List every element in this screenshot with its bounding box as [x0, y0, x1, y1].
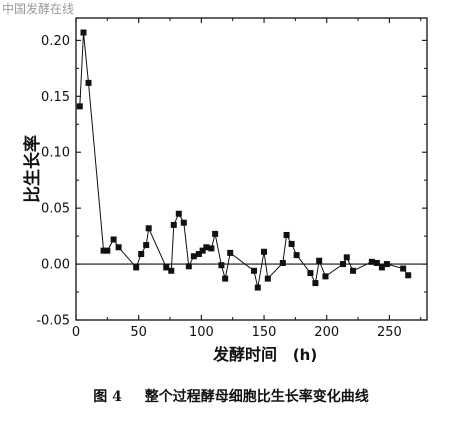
- data-point: [312, 280, 319, 287]
- data-point: [133, 264, 140, 271]
- series-layer: [76, 29, 412, 291]
- data-point: [279, 259, 286, 266]
- data-point: [373, 259, 380, 266]
- data-point: [227, 249, 234, 256]
- data-point: [199, 247, 206, 254]
- data-point: [343, 254, 350, 261]
- x-tick-label: 50: [130, 325, 147, 340]
- data-point: [378, 264, 385, 271]
- data-point: [195, 251, 202, 258]
- data-point: [138, 251, 145, 258]
- data-point: [143, 242, 150, 249]
- data-point: [222, 275, 229, 282]
- x-tick-label: 0: [72, 325, 80, 340]
- watermark-text: 中国发酵在线: [2, 2, 75, 16]
- data-point: [340, 261, 347, 268]
- labels-layer: 0 50 100 150 200 250 -0.05 0.00 0.05 0.10 0.15 0.20…: [22, 34, 402, 364]
- y-axis-label: 比生长率: [22, 135, 43, 203]
- figure-caption-text: 整个过程酵母细胞比生长率变化曲线: [144, 389, 369, 405]
- data-point: [145, 225, 152, 232]
- x-axis-label: 发酵时间: [212, 345, 277, 364]
- data-point: [208, 245, 215, 252]
- data-point: [264, 275, 271, 282]
- data-point: [293, 252, 300, 259]
- data-point: [100, 247, 107, 254]
- x-tick-label: 250: [377, 325, 402, 340]
- data-point: [190, 253, 197, 260]
- y-tick-label: 0.20: [41, 34, 70, 49]
- y-tick-label: 0.00: [41, 258, 70, 273]
- data-point: [251, 267, 258, 274]
- data-point: [254, 284, 261, 291]
- data-point: [76, 103, 83, 110]
- data-point: [283, 231, 290, 238]
- data-point: [383, 261, 390, 268]
- data-point: [168, 267, 175, 274]
- data-point: [170, 221, 177, 228]
- x-tick-label: 200: [314, 325, 339, 340]
- specific-growth-rate-chart: 0 50 100 150 200 250 -0.05 0.00 0.05 0.10 0.15 0.20…: [22, 17, 428, 364]
- data-point: [203, 244, 210, 251]
- y-tick-label: 0.05: [41, 202, 70, 217]
- x-tick-label: 150: [252, 325, 277, 340]
- data-point: [85, 79, 92, 86]
- data-point: [185, 263, 192, 270]
- x-axis-unit: (h): [293, 346, 317, 364]
- data-point: [110, 236, 117, 243]
- data-point: [288, 240, 295, 247]
- data-point: [175, 210, 182, 217]
- data-point: [80, 29, 87, 36]
- data-point: [180, 219, 187, 226]
- data-point: [322, 273, 329, 280]
- data-point: [368, 258, 375, 265]
- data-point: [104, 247, 111, 254]
- plot-frame: [75, 17, 428, 321]
- figure-number: 图 4: [93, 389, 122, 405]
- y-tick-label: -0.05: [36, 314, 70, 329]
- data-point: [218, 262, 225, 269]
- data-point: [350, 267, 357, 274]
- data-point: [163, 264, 170, 271]
- x-tick-label: 100: [189, 325, 214, 340]
- series-line: [79, 32, 409, 288]
- data-point: [261, 248, 268, 255]
- data-point: [307, 270, 314, 277]
- data-point: [405, 272, 412, 279]
- data-point: [400, 265, 407, 272]
- ticks-layer: [75, 18, 427, 321]
- y-tick-label: 0.10: [41, 146, 70, 161]
- y-tick-label: 0.15: [41, 90, 70, 105]
- data-point: [115, 244, 122, 251]
- data-point: [212, 230, 219, 237]
- axes-layer: [75, 17, 428, 321]
- data-point: [316, 257, 323, 264]
- figure-caption: 图 4 整个过程酵母细胞比生长率变化曲线: [0, 386, 462, 406]
